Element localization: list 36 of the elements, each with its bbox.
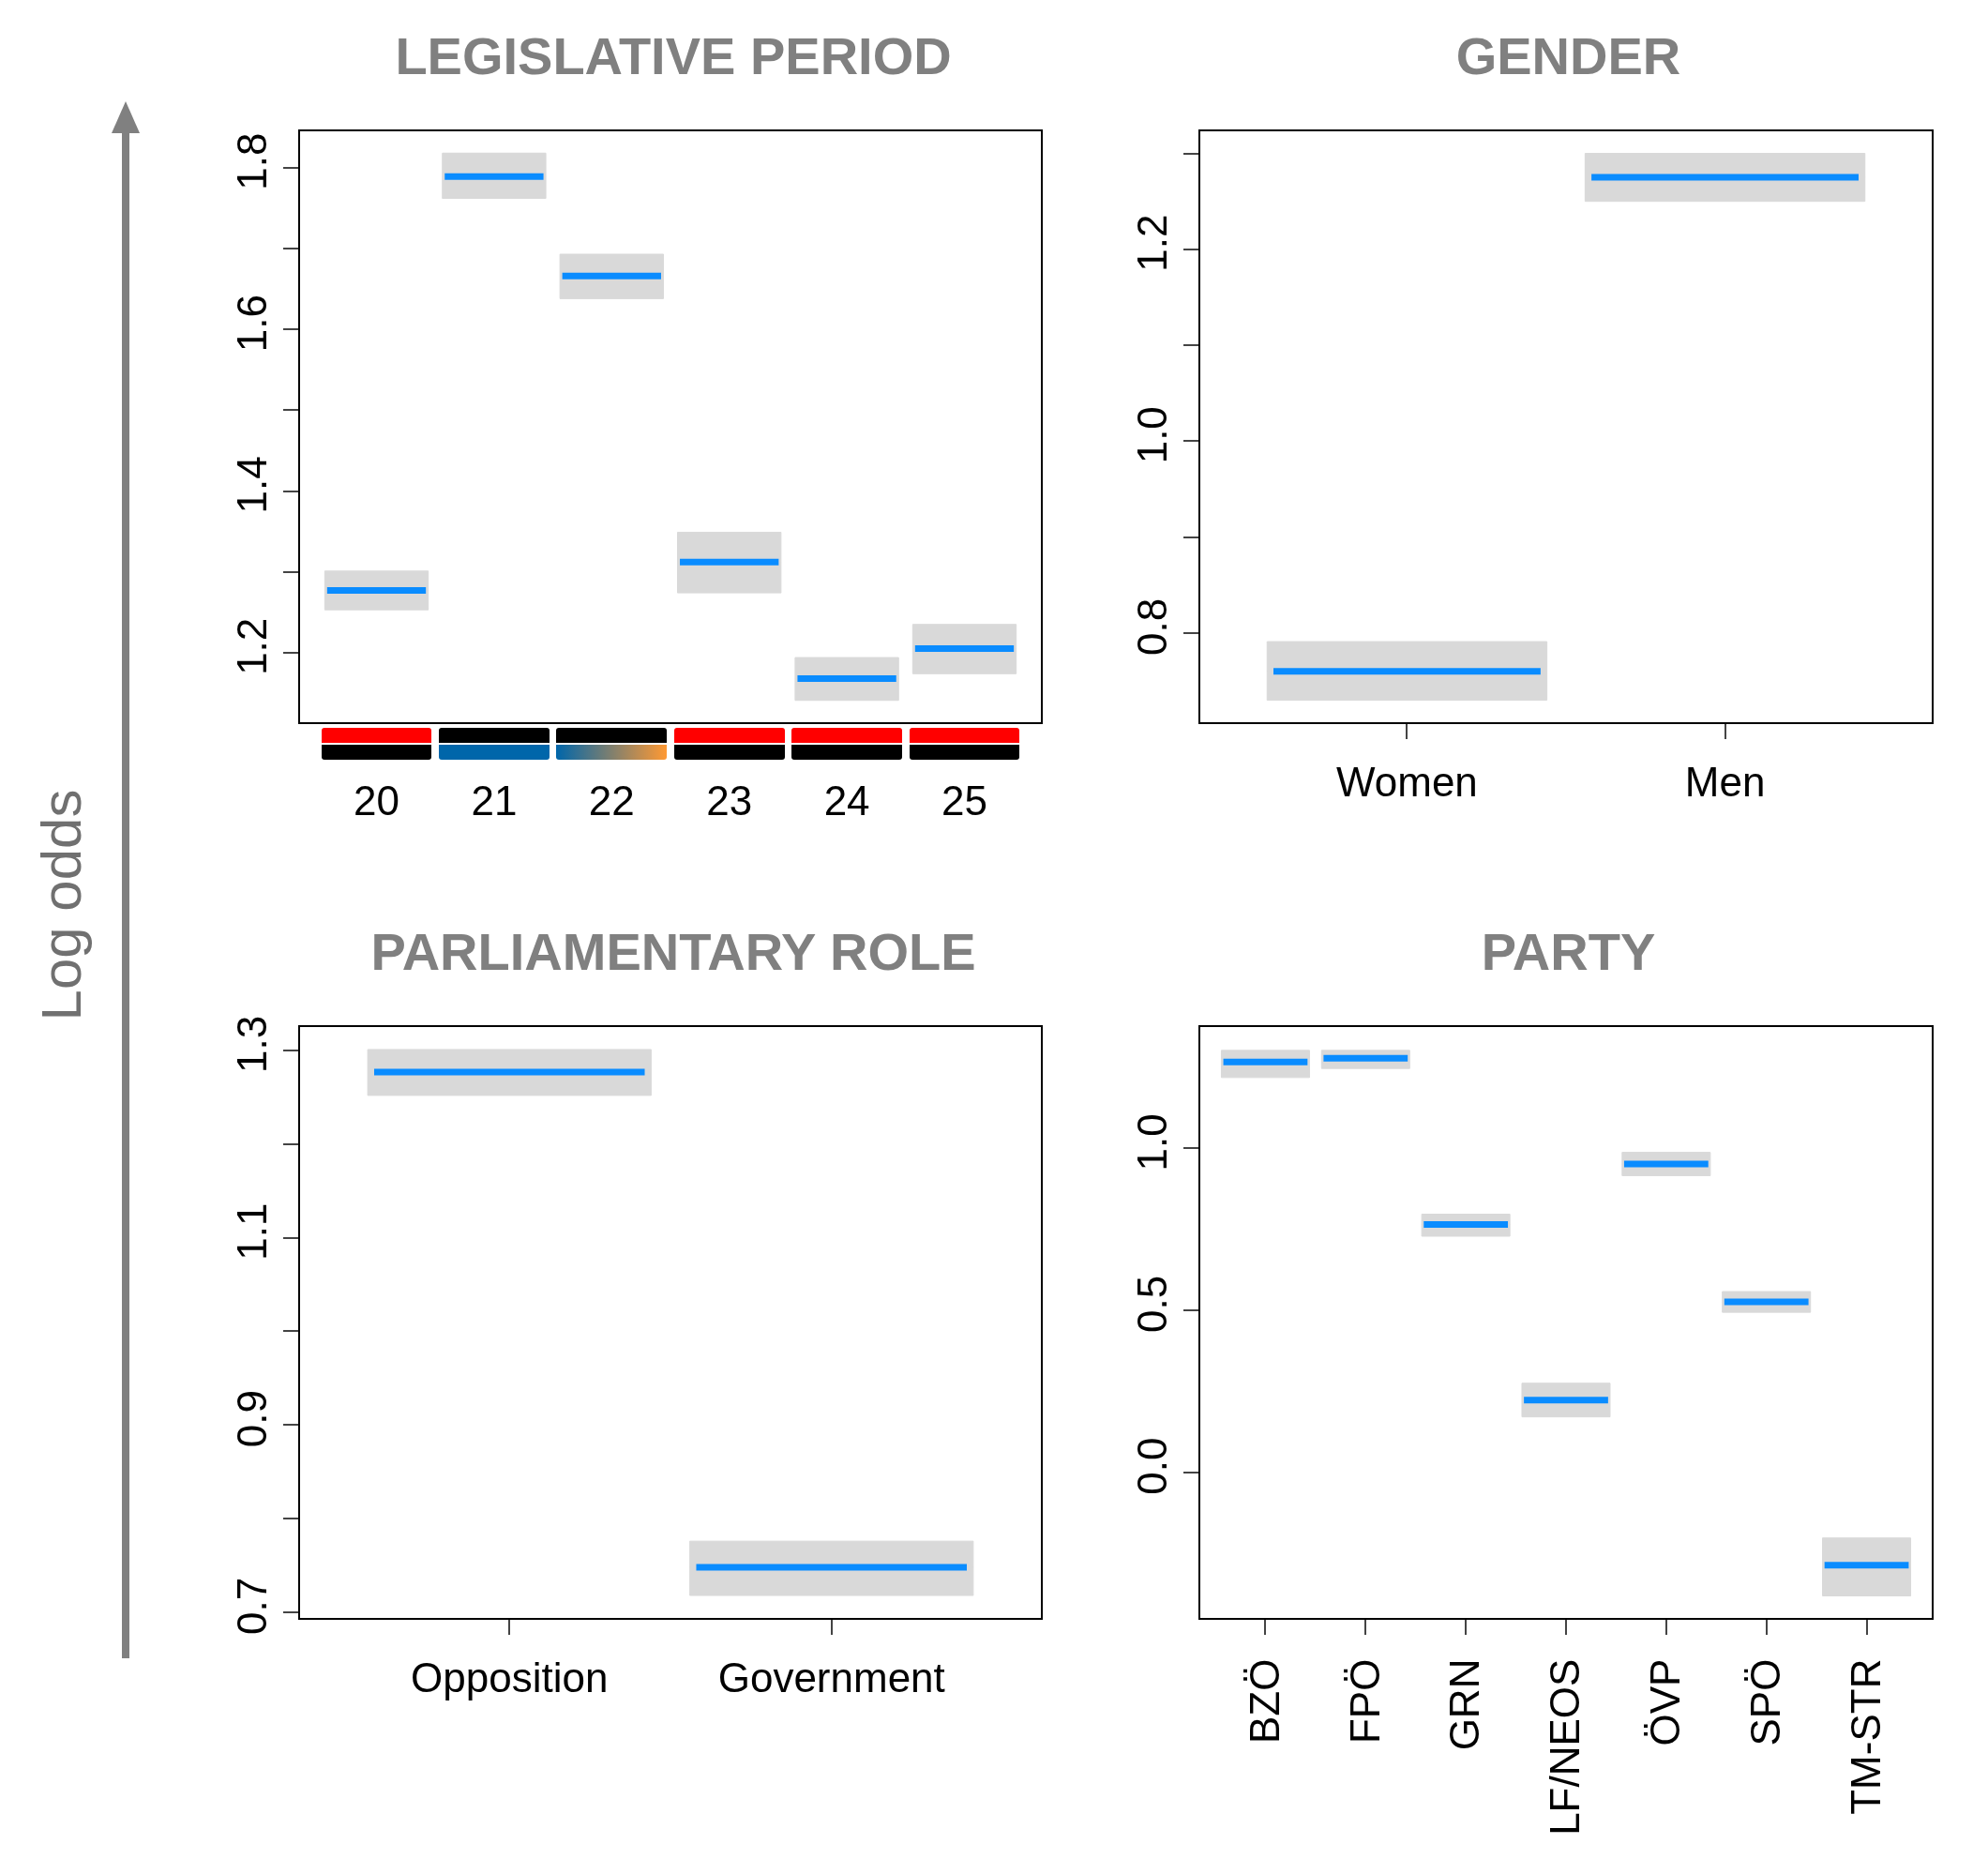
x-tick-label: GRN — [1441, 1658, 1488, 1751]
x-tick-label: BZÖ — [1241, 1658, 1288, 1745]
x-tick-label: 23 — [706, 777, 753, 824]
y-tick-label: 0.7 — [229, 1577, 276, 1635]
y-tick-label: 1.2 — [229, 617, 276, 675]
x-tick-label: SPÖ — [1742, 1658, 1788, 1746]
x-tick-label: ÖVP — [1642, 1658, 1689, 1746]
x-tick-label: FPÖ — [1341, 1658, 1388, 1745]
x-tick-label: 25 — [941, 777, 987, 824]
y-tick-label: 1.3 — [229, 1015, 276, 1073]
x-tick-label: Women — [1336, 758, 1478, 805]
y-tick-label: 0.8 — [1129, 597, 1176, 656]
x-tick-label: TM-STR — [1842, 1658, 1889, 1815]
y-tick-label: 1.4 — [229, 456, 276, 514]
chart-title: GENDER — [1455, 26, 1681, 86]
y-tick-label: 1.2 — [1129, 214, 1176, 272]
y-tick-label: 1.6 — [229, 294, 276, 353]
x-tick-label: 20 — [354, 777, 399, 824]
y-tick-label: 0.5 — [1129, 1275, 1176, 1334]
x-tick-label: 22 — [588, 777, 635, 824]
y-tick-label: 1.0 — [1129, 406, 1176, 464]
x-tick-label: 24 — [823, 777, 870, 824]
x-tick-label: Government — [717, 1654, 945, 1700]
y-tick-label: 0.0 — [1129, 1437, 1176, 1495]
y-axis-title: Log odds — [28, 789, 94, 1021]
chart-title: PARLIAMENTARY ROLE — [370, 922, 976, 982]
y-tick-label: 0.9 — [229, 1390, 276, 1448]
x-tick-label: Opposition — [411, 1654, 609, 1700]
y-tick-label: 1.1 — [229, 1202, 276, 1261]
chart-title: PARTY — [1481, 922, 1656, 982]
y-tick-label: 1.8 — [229, 132, 276, 190]
y-tick-label: 1.0 — [1129, 1113, 1176, 1171]
x-tick-label: Men — [1684, 758, 1766, 805]
x-tick-label: 21 — [471, 777, 518, 824]
x-tick-label: LF/NEOS — [1542, 1658, 1589, 1836]
chart-title: LEGISLATIVE PERIOD — [395, 26, 952, 86]
